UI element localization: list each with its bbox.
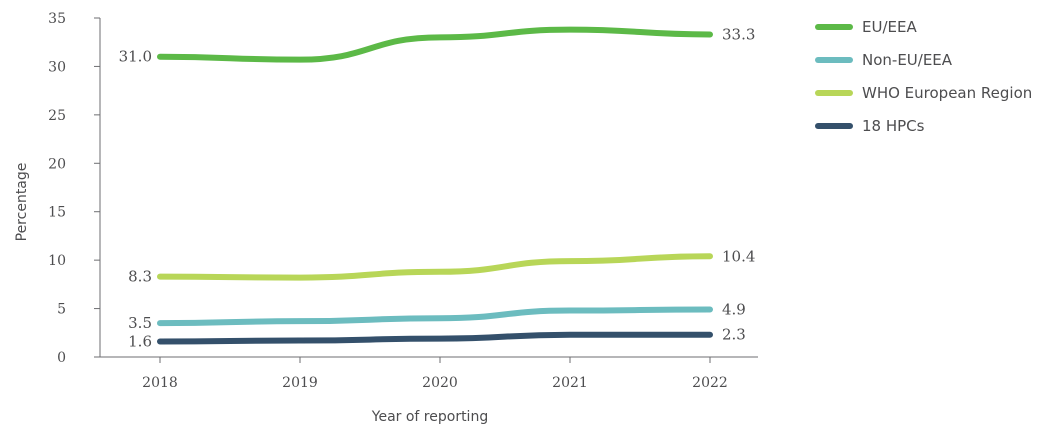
y-tick-label: 35 [48, 11, 66, 27]
series-line-1 [157, 306, 713, 327]
y-tick-label: 30 [48, 59, 66, 75]
x-axis-ticks: 2018 2019 2020 2021 2022 [142, 357, 728, 391]
data-label: 33.3 [722, 25, 755, 43]
y-tick-label: 25 [48, 108, 66, 124]
data-label: 31.0 [119, 48, 152, 66]
data-label: 10.4 [722, 247, 755, 265]
legend-label: Non-EU/EEA [862, 51, 953, 69]
series-line-3 [157, 331, 713, 345]
y-axis-title: Percentage [14, 163, 30, 242]
x-tick-label: 2022 [692, 375, 728, 391]
y-tick-label: 10 [48, 253, 66, 269]
data-label: 3.5 [128, 314, 152, 332]
data-label: 4.9 [722, 301, 746, 319]
y-tick-label: 20 [48, 156, 66, 172]
x-tick-label: 2021 [552, 375, 588, 391]
x-tick-label: 2019 [282, 375, 318, 391]
x-axis-title: Year of reporting [371, 409, 488, 425]
x-tick-label: 2018 [142, 375, 178, 391]
y-tick-label: 0 [57, 350, 66, 366]
y-tick-label: 5 [57, 302, 66, 318]
axes [99, 18, 758, 358]
data-label: 2.3 [722, 326, 746, 344]
legend-label: 18 HPCs [862, 117, 925, 135]
legend-label: WHO European Region [862, 84, 1032, 102]
y-axis-ticks: 0 5 10 15 20 25 30 35 [48, 11, 100, 366]
data-label: 1.6 [128, 333, 152, 351]
series-lines [157, 26, 713, 345]
series-line-0 [157, 26, 713, 63]
legend-label: EU/EEA [862, 18, 917, 36]
x-tick-label: 2020 [422, 375, 458, 391]
series-line-2 [157, 253, 713, 281]
legend: EU/EEA Non-EU/EEA WHO European Region 18 HP… [815, 18, 1032, 135]
data-labels: 31.0 33.3 3.5 4.9 8.3 10.4 1.6 2.3 [119, 25, 756, 350]
y-tick-label: 15 [48, 205, 66, 221]
data-label: 8.3 [128, 268, 152, 286]
